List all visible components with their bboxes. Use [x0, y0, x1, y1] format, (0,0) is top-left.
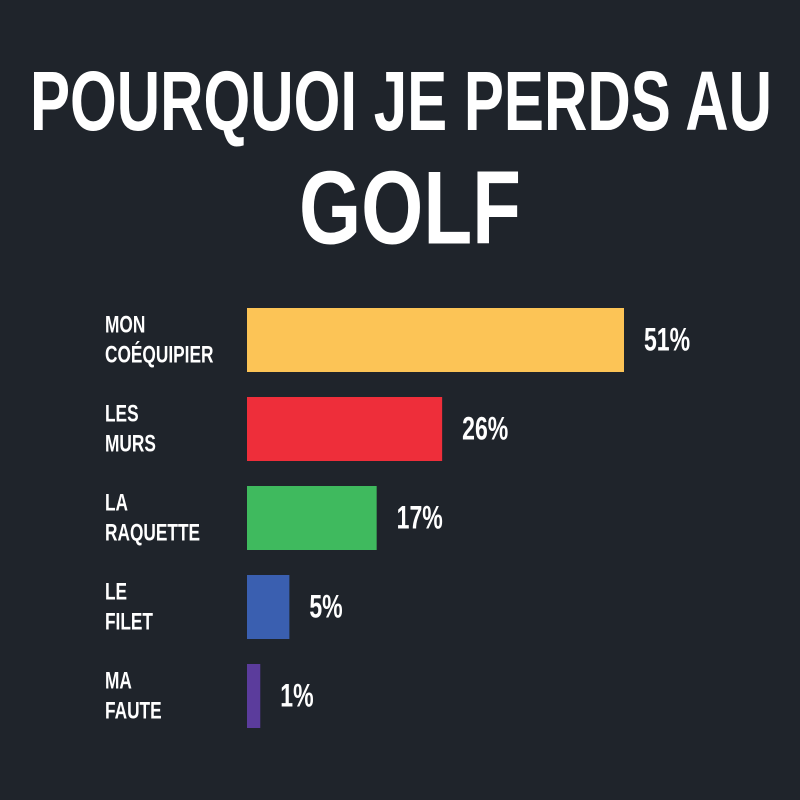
category-label: MON	[105, 312, 145, 338]
category-label: FILET	[105, 609, 153, 635]
bar	[247, 575, 290, 639]
chart-title: POURQUOI JE PERDS AU	[30, 54, 772, 148]
category-label: LE	[105, 579, 127, 605]
value-label: 1%	[280, 678, 313, 714]
bar	[247, 664, 261, 728]
category-label: RAQUETTE	[105, 520, 200, 546]
bar	[247, 397, 443, 461]
category-label: LA	[105, 490, 128, 516]
value-label: 51%	[644, 322, 690, 358]
chart-title: GOLF	[299, 150, 521, 266]
value-label: 26%	[462, 411, 508, 447]
category-label: COÉQUIPIER	[105, 342, 213, 368]
bar	[247, 486, 377, 550]
category-label: MURS	[105, 431, 156, 457]
category-label: MA	[105, 668, 132, 694]
category-label: FAUTE	[105, 698, 162, 724]
value-label: 5%	[309, 589, 342, 625]
category-label: LES	[105, 401, 139, 427]
value-label: 17%	[397, 500, 443, 536]
bar	[247, 308, 624, 372]
